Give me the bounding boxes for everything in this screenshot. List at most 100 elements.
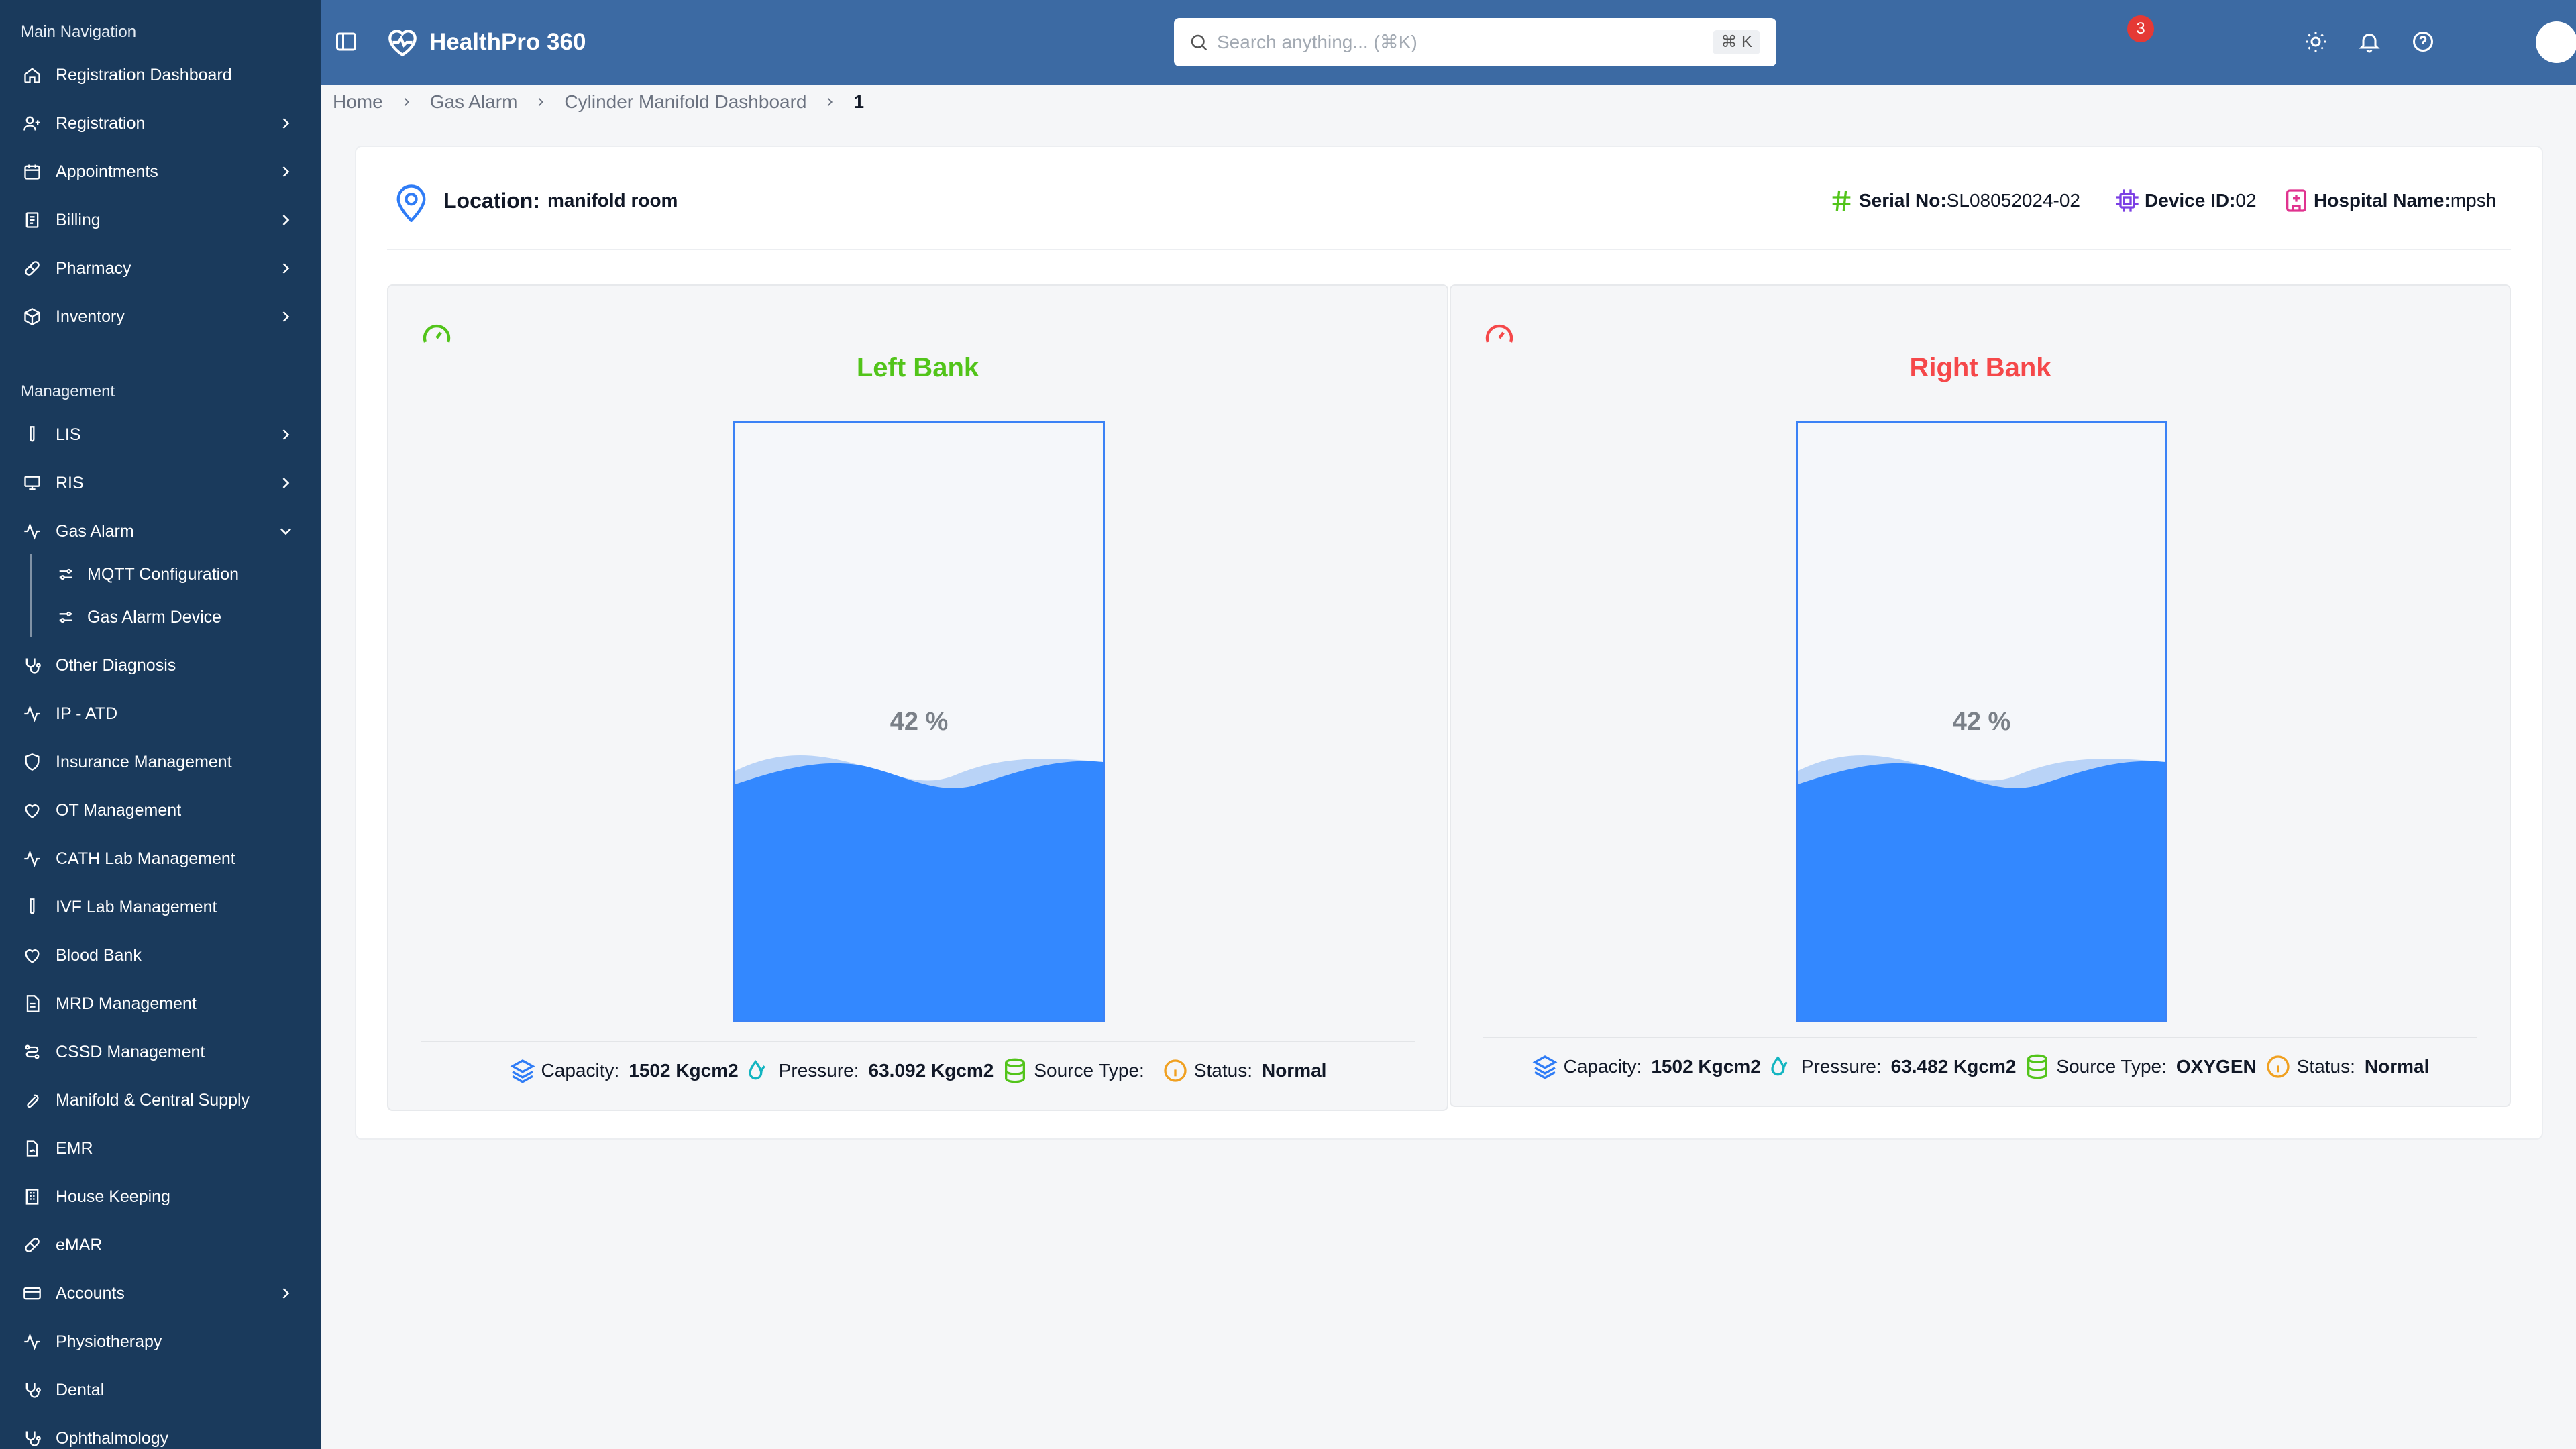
shield-icon [22, 752, 42, 772]
sidebar-item-lis[interactable]: LIS [0, 415, 321, 455]
chevron-right-icon [828, 97, 833, 107]
sidebar-item-mrd-management[interactable]: MRD Management [0, 983, 321, 1024]
stethoscope-icon [22, 1380, 42, 1400]
bell-icon[interactable] [2357, 30, 2381, 54]
test-tube-icon [22, 897, 42, 917]
box-icon [22, 307, 42, 327]
search-box[interactable]: ⌘ K [1174, 18, 1776, 66]
right-bank-panel: Right Bank 42 % Capacity: 1502 Kgcm2 Pre… [1450, 284, 2511, 1107]
sidebar-item-manifold-central-supply[interactable]: Manifold & Central Supply [0, 1080, 321, 1120]
layers-icon [1532, 1055, 1558, 1079]
sidebar-item-ot-management[interactable]: OT Management [0, 790, 321, 830]
sidebar-item-label: Blood Bank [56, 945, 142, 965]
chevron-down-icon [280, 528, 291, 535]
sidebar-item-dental[interactable]: Dental [0, 1370, 321, 1410]
sidebar-item-ris[interactable]: RIS [0, 463, 321, 503]
calendar-icon [22, 162, 42, 182]
left-bank-panel: Left Bank 42 % Capacity: 1502 Kgcm2 Pres… [387, 284, 1448, 1111]
device-id: Device ID: 02 [2114, 187, 2257, 214]
info-icon [2267, 1055, 2290, 1078]
user-plus-icon [22, 113, 42, 133]
hash-icon [1832, 190, 1851, 211]
sidebar-item-accounts[interactable]: Accounts [0, 1273, 321, 1313]
chevron-right-icon [282, 166, 290, 177]
chevron-right-icon [282, 1288, 290, 1299]
hospital-name: Hospital Name: mpsh [2283, 187, 2496, 214]
help-icon[interactable] [2411, 30, 2435, 54]
capacity-label: Capacity: [541, 1060, 620, 1081]
sidebar-item-ophthalmology[interactable]: Ophthalmology [0, 1418, 321, 1449]
theme-toggle-sun-icon[interactable] [2304, 30, 2328, 54]
sidebar-item-blood-bank[interactable]: Blood Bank [0, 935, 321, 975]
manifold-dashboard-card: Location: manifold room Serial No: SL080… [355, 146, 2543, 1140]
pressure-label: Pressure: [778, 1060, 859, 1081]
notification-badge: 3 [2127, 15, 2154, 42]
status-label: Status: [2296, 1056, 2355, 1077]
sidebar-item-other-diagnosis[interactable]: Other Diagnosis [0, 645, 321, 686]
panel-divider [1483, 1037, 2477, 1038]
device-info-row: Location: manifold room Serial No: SL080… [356, 147, 2542, 251]
chevron-right-icon [539, 97, 544, 107]
sidebar-item-insurance-management[interactable]: Insurance Management [0, 742, 321, 782]
sidebar-item-physiotherapy[interactable]: Physiotherapy [0, 1322, 321, 1362]
droplets-icon [1771, 1056, 1788, 1076]
pressure-label: Pressure: [1801, 1056, 1882, 1077]
status-value: Normal [2364, 1056, 2430, 1077]
status-label: Status: [1193, 1060, 1252, 1081]
sidebar-item-emr[interactable]: EMR [0, 1128, 321, 1169]
pill-icon [22, 1235, 42, 1255]
sidebar-item-ip-atd[interactable]: IP - ATD [0, 694, 321, 734]
sidebar-item-label: Inventory [56, 307, 125, 326]
search-input[interactable] [1217, 32, 1700, 53]
sidebar-item-pharmacy[interactable]: Pharmacy [0, 248, 321, 288]
sidebar-item-inventory[interactable]: Inventory [0, 297, 321, 337]
sidebar-toggle-icon[interactable] [334, 30, 358, 54]
sidebar-subitem-gas-alarm-device[interactable]: Gas Alarm Device [0, 598, 321, 636]
sidebar-item-billing[interactable]: Billing [0, 200, 321, 240]
brand[interactable]: HealthPro 360 [385, 25, 586, 59]
stethoscope-icon [22, 1428, 42, 1448]
sidebar-item-label: Manifold & Central Supply [56, 1090, 250, 1110]
database-icon [2027, 1054, 2048, 1079]
sidebar-item-label: RIS [56, 473, 84, 492]
heart-icon [22, 945, 42, 965]
bank-title: Left Bank [856, 353, 979, 382]
activity-icon [22, 849, 42, 869]
location-label: Location: [443, 189, 540, 213]
source-type-value: OXYGEN [2176, 1056, 2257, 1077]
wrench-icon [22, 1090, 42, 1110]
file-signature-icon [22, 1138, 42, 1159]
sidebar-section-main: Main Navigation [21, 23, 137, 41]
water-fill [1798, 755, 2165, 1020]
sidebar-item-registration-dashboard[interactable]: Registration Dashboard [0, 55, 321, 95]
sidebar-item-appointments[interactable]: Appointments [0, 152, 321, 192]
info-icon [1164, 1059, 1187, 1082]
water-wave-front [735, 761, 1103, 1020]
source-type-label: Source Type: [1034, 1060, 1144, 1081]
sidebar-item-label: Appointments [56, 162, 158, 181]
breadcrumb-gas-alarm[interactable]: Gas Alarm [429, 91, 518, 112]
capacity-label: Capacity: [1563, 1056, 1642, 1077]
avatar[interactable] [2536, 21, 2576, 63]
sidebar-item-label: IVF Lab Management [56, 897, 217, 916]
receipt-icon [22, 210, 42, 230]
sidebar-item-gas-alarm[interactable]: Gas Alarm [0, 511, 321, 551]
stethoscope-icon [22, 655, 42, 676]
breadcrumb-cylinder-manifold-dashboard[interactable]: Cylinder Manifold Dashboard [564, 91, 807, 112]
sidebar-item-registration[interactable]: Registration [0, 103, 321, 144]
breadcrumb-home[interactable]: Home [333, 91, 383, 112]
file-icon [22, 994, 42, 1014]
sidebar-item-label: Dental [56, 1380, 105, 1399]
sidebar-subitem-mqtt-configuration[interactable]: MQTT Configuration [0, 555, 321, 593]
sidebar-item-cssd-management[interactable]: CSSD Management [0, 1032, 321, 1072]
pill-icon [22, 258, 42, 278]
search-icon [1191, 34, 1208, 51]
home-icon [22, 65, 42, 85]
sidebar-item-cath-lab-management[interactable]: CATH Lab Management [0, 839, 321, 879]
sidebar-item-ivf-lab-management[interactable]: IVF Lab Management [0, 887, 321, 927]
sidebar-subitem-label: MQTT Configuration [87, 564, 239, 584]
tank-level-percent: 42 % [1952, 708, 2011, 736]
sidebar-item-house-keeping[interactable]: House Keeping [0, 1177, 321, 1217]
sidebar-item-emar[interactable]: eMAR [0, 1225, 321, 1265]
layers-icon [510, 1059, 535, 1083]
